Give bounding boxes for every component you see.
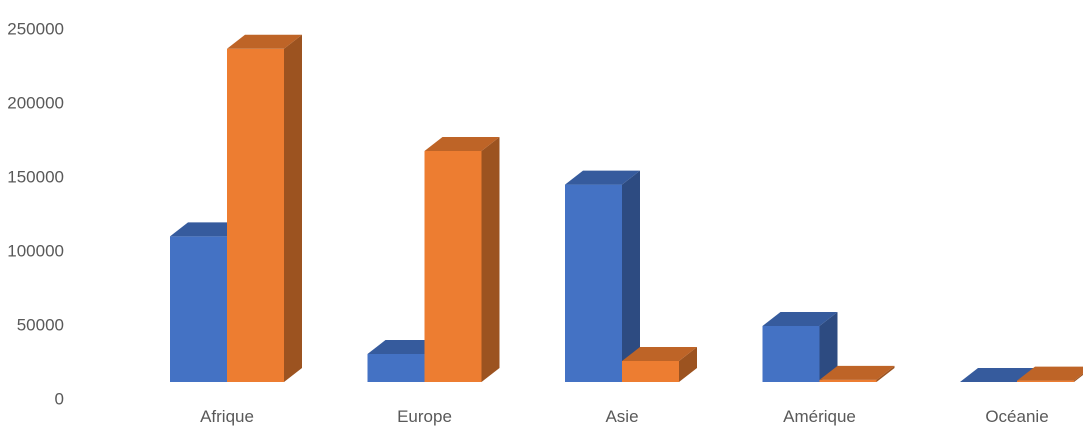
- bar: [227, 35, 302, 382]
- bar: [565, 171, 640, 382]
- x-tick-label: Afrique: [200, 407, 254, 426]
- bar-front-face: [622, 361, 679, 382]
- bar-front-face: [820, 380, 877, 382]
- bar-front-face: [763, 326, 820, 382]
- bar: [763, 312, 838, 382]
- bar-side-face: [482, 137, 500, 382]
- bar-front-face: [227, 49, 284, 382]
- x-tick-label: Europe: [397, 407, 452, 426]
- y-tick-label: 250000: [7, 19, 64, 38]
- y-tick-label: 200000: [7, 93, 64, 112]
- bar: [622, 347, 697, 382]
- bar-side-face: [284, 35, 302, 382]
- bar-front-face: [170, 236, 227, 382]
- y-axis: 0 50000 100000 150000 200000 250000: [7, 19, 64, 408]
- y-tick-label: 150000: [7, 167, 64, 186]
- x-tick-label: Asie: [605, 407, 638, 426]
- bar-front-face: [368, 354, 425, 382]
- x-tick-label: Océanie: [985, 407, 1048, 426]
- y-tick-label: 100000: [7, 241, 64, 260]
- bar-front-face: [565, 185, 622, 382]
- x-axis: Afrique Europe Asie Amérique Océanie: [200, 407, 1049, 426]
- y-tick-label: 50000: [17, 315, 64, 334]
- bar-front-face: [425, 151, 482, 382]
- bars: [170, 35, 1083, 382]
- bar: [425, 137, 500, 382]
- bar-front-face: [1017, 381, 1074, 382]
- y-tick-label: 0: [55, 389, 64, 408]
- x-tick-label: Amérique: [783, 407, 856, 426]
